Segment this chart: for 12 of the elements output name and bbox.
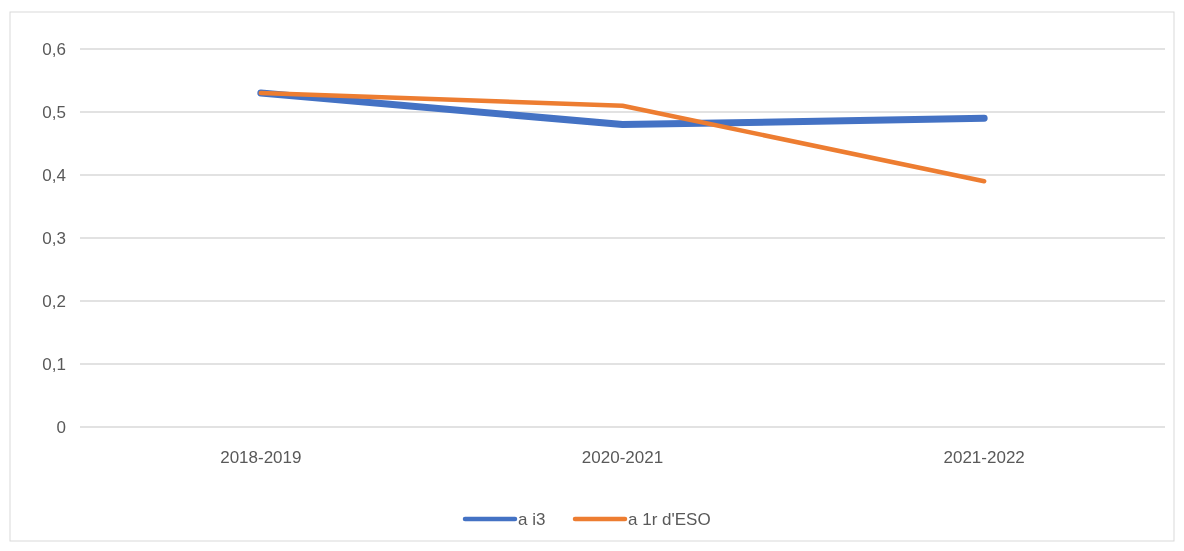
x-tick-label: 2020-2021 [581, 448, 664, 467]
y-tick-label: 0,4 [42, 165, 66, 185]
legend-label: a 1r d'ESO [628, 509, 711, 529]
y-tick-label: 0,6 [42, 39, 66, 59]
x-tick-label: 2021-2022 [943, 448, 1025, 467]
y-tick-label: 0,3 [42, 228, 66, 248]
y-tick-label: 0,5 [42, 102, 66, 122]
y-tick-label: 0,2 [42, 291, 66, 311]
x-tick-label: 2018-2019 [220, 448, 302, 467]
y-tick-label: 0 [56, 417, 66, 437]
y-tick-label: 0,1 [42, 354, 66, 374]
legend-label: a i3 [518, 509, 546, 529]
